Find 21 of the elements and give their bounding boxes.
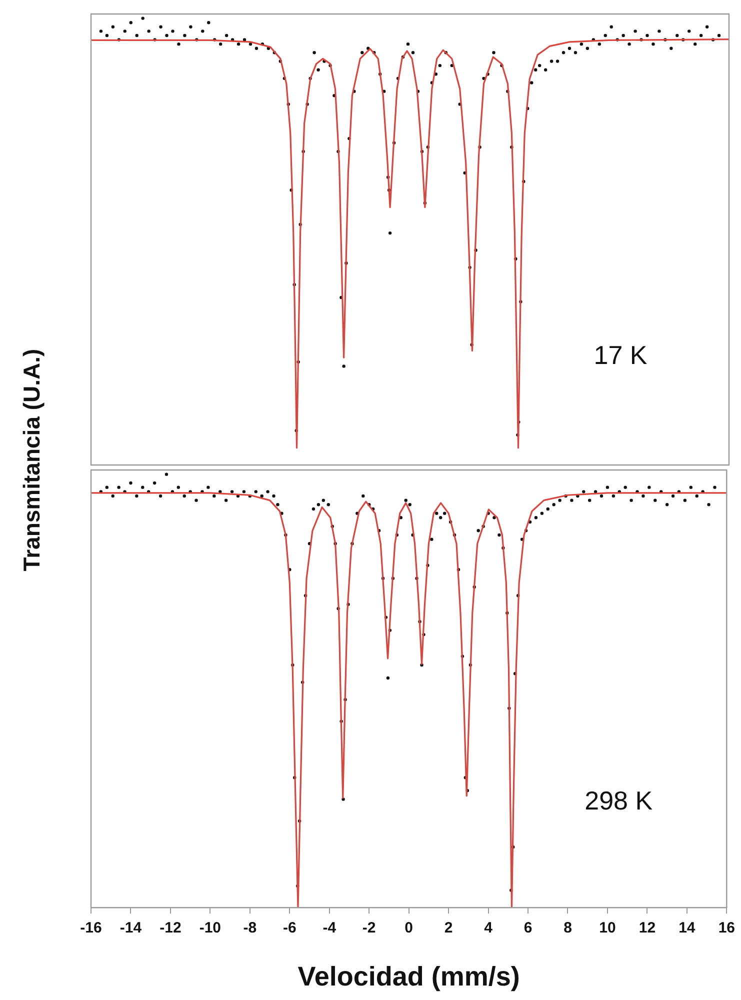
x-tick-label: -8 (243, 920, 257, 937)
y-axis-title: Transmitancia (U.A.) (18, 348, 46, 572)
x-tick-label: -12 (160, 920, 182, 937)
annotation: 298 K (584, 786, 654, 816)
x-tick-label: 12 (638, 920, 656, 937)
x-tick-label: -2 (362, 920, 376, 937)
x-tick-label: 16 (718, 920, 735, 937)
x-tick-label: -16 (80, 920, 102, 937)
annotation: 17 K (594, 340, 648, 370)
x-tick-label: 8 (564, 920, 572, 937)
x-tick-label: 4 (484, 920, 494, 937)
x-tick-label: -4 (322, 920, 337, 937)
x-tick-label: -10 (199, 920, 222, 937)
x-tick-label: 0 (404, 920, 413, 937)
x-axis-title: Velocidad (mm/s) (298, 961, 520, 992)
x-tick-label: 6 (524, 920, 532, 937)
x-tick-label: 2 (444, 920, 453, 937)
x-tick-label: 14 (678, 920, 696, 937)
x-tick-label: 10 (599, 920, 616, 937)
x-tick-label: -6 (282, 920, 296, 937)
x-tick-label: -14 (120, 920, 142, 937)
